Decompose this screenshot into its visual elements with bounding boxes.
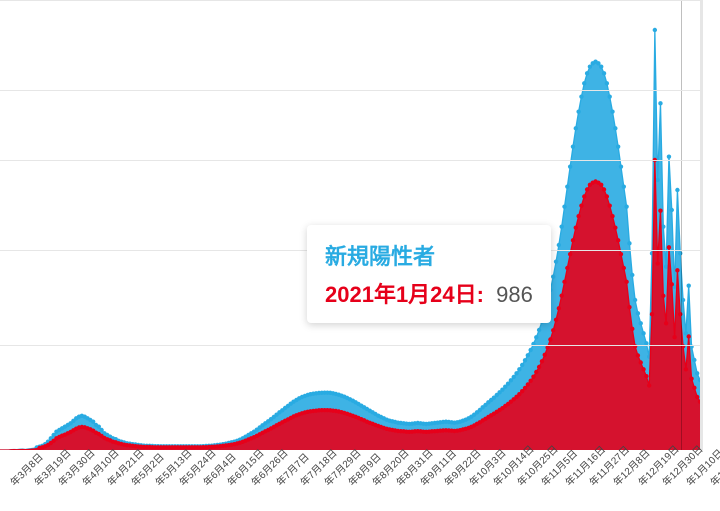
chart-tooltip: 新規陽性者 2021年1月24日: 986: [307, 225, 551, 323]
plot-right-border: [700, 0, 703, 450]
tooltip-series-title: 新規陽性者: [325, 239, 533, 271]
covid-cases-chart: 年3月8日年3月19日年3月30日年4月10日年4月21日年5月2日年5月13日…: [0, 0, 720, 511]
tooltip-date-row: 2021年1月24日: 986: [325, 277, 533, 309]
gridline: [0, 0, 700, 1]
tooltip-marker-line: [681, 0, 682, 450]
x-axis-labels: 年3月8日年3月19日年3月30日年4月10日年4月21日年5月2日年5月13日…: [0, 450, 720, 510]
gridline: [0, 345, 700, 346]
gridline: [0, 90, 700, 91]
tooltip-value: 986: [496, 282, 533, 307]
gridline: [0, 160, 700, 161]
tooltip-date: 2021年1月24日:: [325, 282, 484, 307]
